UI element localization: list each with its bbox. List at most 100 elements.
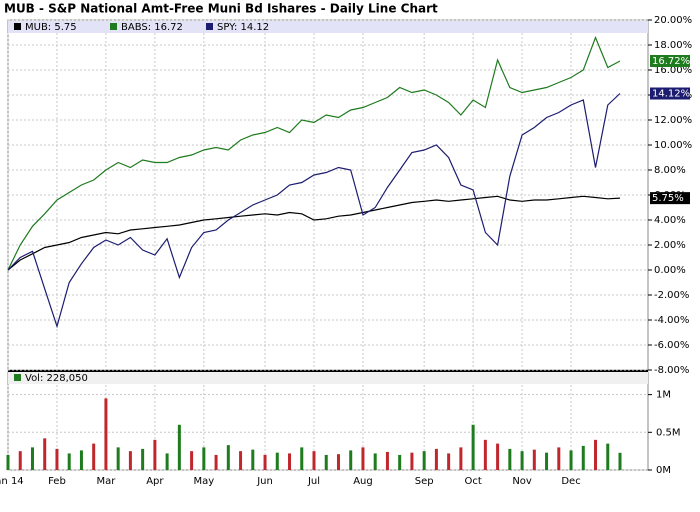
- volume-bar: [202, 447, 206, 470]
- y-tick-label: 20.00%: [654, 15, 692, 26]
- volume-bar: [18, 451, 22, 470]
- volume-bar: [153, 439, 157, 470]
- y-tick-label: 1M: [656, 390, 671, 401]
- y-tick-label: 12.00%: [654, 115, 692, 126]
- volume-bar: [165, 453, 169, 470]
- series-line: [7, 93, 621, 329]
- legend-label: Vol: 228,050: [25, 373, 88, 384]
- y-tick-label: -6.00%: [654, 340, 689, 351]
- legend-swatch: [206, 23, 213, 30]
- end-tag: [650, 55, 690, 67]
- volume-bar: [177, 424, 181, 470]
- x-tick-label: Nov: [512, 476, 532, 487]
- volume-panel: [7, 371, 649, 471]
- volume-bar: [447, 453, 451, 470]
- volume-bar: [483, 439, 487, 470]
- y-tick-label: -4.00%: [654, 315, 689, 326]
- end-tag: [650, 87, 690, 100]
- volume-bar: [349, 450, 353, 470]
- volume-bar: [410, 452, 414, 470]
- volume-bar: [508, 448, 512, 470]
- series-line: [7, 35, 621, 271]
- legend-label: SPY: 14.12: [217, 22, 269, 33]
- y-tick-label: 16.00%: [654, 65, 692, 76]
- volume-bar: [373, 453, 377, 470]
- volume-bar: [6, 454, 10, 470]
- volume-bar: [471, 424, 475, 470]
- y-tick-label: 0.00%: [654, 265, 686, 276]
- x-tick-label: Apr: [146, 476, 164, 487]
- volume-bar: [324, 454, 328, 470]
- volume-bar: [336, 454, 340, 470]
- end-tag-label: 5.75%: [652, 193, 684, 204]
- volume-bar: [385, 451, 389, 470]
- volume-bar: [434, 448, 438, 470]
- volume-bar: [43, 438, 47, 470]
- volume-bar: [141, 448, 145, 470]
- y-tick-label: 2.00%: [654, 240, 686, 251]
- volume-bar: [545, 452, 549, 470]
- volume-legend-bar: [8, 372, 648, 384]
- volume-bar: [239, 451, 243, 470]
- y-tick-label: 10.00%: [654, 140, 692, 151]
- chart-title: MUB - S&P National Amt-Free Muni Bd Isha…: [4, 2, 438, 16]
- x-tick-label: Dec: [561, 476, 580, 487]
- volume-bar: [288, 453, 292, 470]
- volume-bar: [312, 451, 316, 470]
- volume-bar: [92, 443, 96, 470]
- volume-bar: [104, 398, 108, 470]
- volume-bar: [116, 447, 120, 470]
- y-tick-label: 0M: [656, 465, 671, 476]
- x-tick-label: May: [193, 476, 214, 487]
- x-tick-label: Sep: [415, 476, 434, 487]
- volume-bar: [79, 450, 83, 470]
- volume-bar: [459, 447, 463, 470]
- series-line: [7, 195, 621, 271]
- x-tick-label: Jul: [307, 476, 320, 487]
- volume-bar: [606, 443, 610, 470]
- volume-bar: [263, 454, 267, 470]
- volume-bar: [226, 445, 230, 470]
- volume-bar: [398, 454, 402, 470]
- volume-bar: [594, 439, 598, 470]
- volume-bar: [67, 453, 71, 470]
- volume-bar: [190, 451, 194, 470]
- end-tag: [650, 192, 690, 205]
- legend-label: MUB: 5.75: [25, 22, 77, 33]
- y-tick-label: 18.00%: [654, 40, 692, 51]
- legend-swatch: [14, 23, 21, 30]
- volume-bar: [618, 452, 622, 470]
- legend-swatch: [14, 374, 21, 381]
- y-tick-label: 4.00%: [654, 215, 686, 226]
- y-tick-label: 8.00%: [654, 165, 686, 176]
- volume-bar: [581, 445, 585, 470]
- x-tick-label: Jun: [256, 476, 273, 487]
- volume-bar: [128, 451, 132, 470]
- y-tick-label: 0.5M: [656, 427, 681, 438]
- volume-bar: [520, 451, 524, 470]
- volume-bar: [557, 447, 561, 470]
- legend-label: BABS: 16.72: [121, 22, 183, 33]
- volume-bar: [300, 447, 304, 470]
- volume-bar: [275, 452, 279, 470]
- volume-bar: [214, 454, 218, 470]
- x-tick-label: Feb: [48, 476, 66, 487]
- x-tick-label: Jan 14: [0, 476, 24, 487]
- x-tick-label: Oct: [464, 476, 481, 487]
- volume-bar: [361, 447, 365, 470]
- volume-bar: [532, 449, 536, 470]
- volume-bar: [496, 443, 500, 470]
- y-tick-label: -2.00%: [654, 290, 689, 301]
- volume-bar: [569, 450, 573, 470]
- end-tag-label: 14.12%: [652, 89, 690, 100]
- legend-swatch: [110, 23, 117, 30]
- y-tick-label: -8.00%: [654, 365, 689, 376]
- volume-bar: [30, 447, 34, 470]
- volume-bar: [251, 449, 255, 470]
- volume-bar: [55, 448, 59, 470]
- volume-bar: [422, 451, 426, 470]
- end-tag-label: 16.72%: [652, 56, 690, 67]
- x-tick-label: Mar: [96, 476, 116, 487]
- legend-bar: [8, 21, 648, 33]
- x-tick-label: Aug: [353, 476, 373, 487]
